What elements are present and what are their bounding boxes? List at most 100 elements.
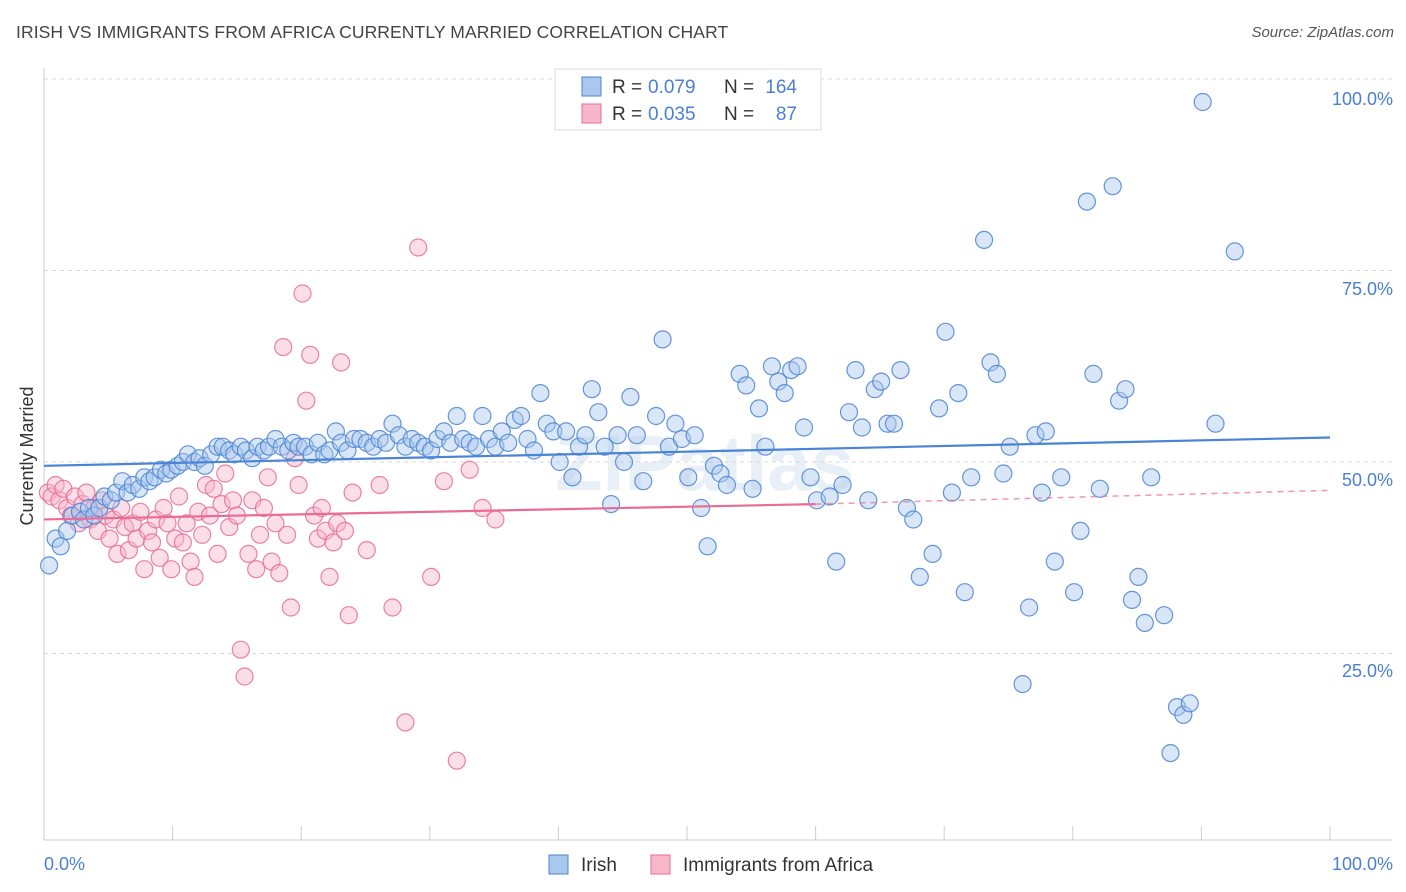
africa-point — [77, 483, 96, 502]
irish-point — [569, 437, 589, 456]
irish-point — [614, 452, 634, 472]
irish-point — [743, 479, 762, 498]
africa-point — [335, 521, 354, 541]
y-tick-label-25: 25.0% — [1342, 661, 1393, 681]
irish-point — [492, 422, 511, 441]
africa-point — [173, 533, 192, 552]
irish-point — [1090, 479, 1109, 498]
irish-point — [130, 479, 149, 498]
stats-legend-n-value-irish: 164 — [765, 77, 797, 98]
irish-point — [113, 472, 132, 491]
africa-point — [447, 751, 466, 770]
africa-point — [422, 567, 441, 587]
africa-point — [274, 338, 293, 357]
irish-point — [1071, 521, 1090, 541]
irish-point — [422, 441, 441, 460]
irish-point — [1142, 468, 1161, 487]
irish-point — [691, 498, 711, 518]
irish-point — [820, 487, 839, 506]
irish-point — [775, 384, 794, 403]
irish-point — [1109, 391, 1129, 410]
irish-point — [1122, 590, 1142, 610]
irish-point — [383, 414, 402, 433]
africa-point — [181, 552, 200, 571]
africa-point — [254, 498, 273, 518]
irish-point — [208, 437, 227, 456]
irish-point — [1206, 414, 1225, 433]
irish-point — [653, 330, 672, 349]
irish-point — [679, 468, 698, 487]
irish-point — [1013, 674, 1032, 694]
africa-point — [293, 284, 312, 303]
irish-point — [621, 387, 640, 406]
africa-point — [258, 468, 277, 487]
stats-legend-n-label-africa: N = — [724, 104, 754, 125]
irish-point — [923, 544, 942, 564]
irish-point — [646, 406, 666, 426]
chart-source: Source: ZipAtlas.com — [1251, 24, 1394, 41]
irish-point — [839, 403, 859, 422]
irish-point — [302, 445, 321, 464]
series-legend-swatch-irish — [548, 854, 569, 875]
irish-point — [974, 230, 994, 249]
africa-point — [142, 533, 162, 552]
irish-point — [51, 537, 70, 556]
irish-point — [884, 414, 904, 433]
irish-point — [473, 406, 492, 426]
stats-legend-n-label-irish: N = — [724, 77, 754, 98]
series-legend-swatch-africa — [650, 854, 671, 875]
x-ticks — [43, 826, 1331, 840]
africa-point — [223, 491, 243, 510]
irish-point — [962, 468, 981, 487]
africa-point — [135, 560, 154, 579]
irish-point — [39, 556, 59, 575]
africa-point — [297, 391, 316, 410]
irish-point — [794, 418, 814, 437]
irish-point — [685, 426, 704, 445]
irish-point — [1129, 567, 1148, 587]
africa-point — [239, 544, 258, 564]
irish-point — [576, 426, 595, 445]
africa-point — [100, 529, 119, 548]
africa-point — [305, 506, 324, 525]
stats-legend-n-value-africa: 87 — [776, 104, 797, 125]
irish-point — [788, 357, 807, 376]
irish-point — [544, 422, 563, 441]
africa-point — [150, 548, 169, 567]
irish-point — [563, 468, 582, 487]
africa-point — [193, 525, 212, 544]
series-legend-label-irish: Irish — [581, 855, 617, 876]
irish-point — [1180, 694, 1199, 713]
irish-point — [981, 353, 1000, 372]
africa-point — [231, 640, 250, 659]
irish-point — [531, 384, 550, 403]
irish-point — [762, 357, 782, 376]
irish-point — [1045, 552, 1064, 571]
irish-point — [447, 406, 466, 426]
irish-point — [994, 464, 1013, 483]
irish-point — [942, 483, 962, 502]
irish-point — [1036, 422, 1055, 441]
africa-point — [460, 460, 479, 479]
irish-point — [852, 418, 872, 437]
irish-point — [910, 567, 929, 587]
irish-point — [524, 441, 544, 460]
irish-point — [1116, 380, 1135, 399]
irish-point — [57, 521, 77, 541]
africa-point — [343, 483, 362, 502]
irish-point — [518, 429, 537, 449]
africa-point — [270, 563, 289, 583]
irish-point — [1077, 192, 1097, 211]
irish-point — [1064, 583, 1084, 602]
irish-point — [749, 399, 769, 418]
irish-point — [1225, 242, 1244, 261]
irish-point — [936, 322, 955, 341]
africa-point — [278, 525, 297, 544]
trend-line-africa-extension — [815, 489, 1331, 505]
irish-point — [737, 376, 756, 395]
irish-point — [1032, 483, 1052, 502]
y-tick-label-100: 100.0% — [1332, 89, 1393, 109]
irish-point — [891, 361, 910, 380]
africa-point — [434, 472, 453, 491]
